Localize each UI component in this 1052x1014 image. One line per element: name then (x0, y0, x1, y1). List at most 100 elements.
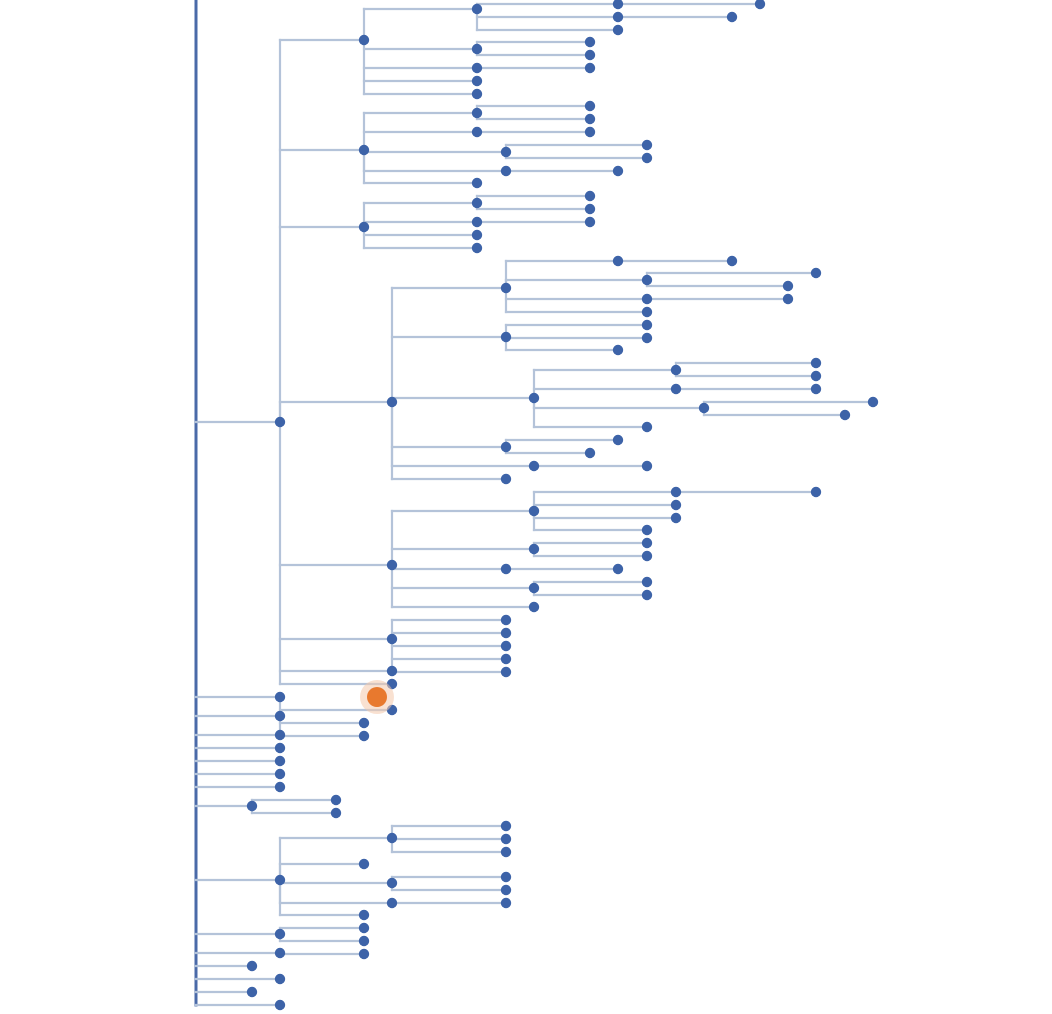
tree-node[interactable] (386, 877, 398, 889)
tree-node[interactable] (246, 960, 258, 972)
tree-node[interactable] (274, 755, 286, 767)
tree-node[interactable] (754, 0, 766, 10)
tree-node[interactable] (612, 563, 624, 575)
tree-node[interactable] (500, 640, 512, 652)
tree-node[interactable] (330, 807, 342, 819)
tree-node[interactable] (584, 447, 596, 459)
tree-node[interactable] (471, 107, 483, 119)
tree-node[interactable] (246, 800, 258, 812)
tree-node[interactable] (612, 24, 624, 36)
tree-node[interactable] (584, 203, 596, 215)
tree-node[interactable] (726, 255, 738, 267)
tree-node[interactable] (641, 537, 653, 549)
tree-node[interactable] (810, 267, 822, 279)
tree-node[interactable] (471, 126, 483, 138)
tree-node[interactable] (500, 653, 512, 665)
tree-node[interactable] (500, 820, 512, 832)
tree-node[interactable] (500, 897, 512, 909)
tree-node[interactable] (641, 293, 653, 305)
tree-node[interactable] (810, 357, 822, 369)
tree-node[interactable] (500, 473, 512, 485)
tree-node[interactable] (612, 344, 624, 356)
tree-node[interactable] (528, 543, 540, 555)
tree-node[interactable] (358, 221, 370, 233)
tree-node[interactable] (528, 601, 540, 613)
tree-node[interactable] (641, 524, 653, 536)
tree-node[interactable] (471, 229, 483, 241)
tree-node[interactable] (386, 396, 398, 408)
tree-node[interactable] (641, 319, 653, 331)
tree-node[interactable] (698, 402, 710, 414)
tree-node[interactable] (500, 666, 512, 678)
tree-node[interactable] (500, 884, 512, 896)
tree-node[interactable] (386, 832, 398, 844)
tree-node[interactable] (274, 999, 286, 1011)
tree-node[interactable] (670, 499, 682, 511)
tree-node[interactable] (471, 3, 483, 15)
tree-node[interactable] (867, 396, 879, 408)
tree-node[interactable] (471, 62, 483, 74)
tree-node[interactable] (726, 11, 738, 23)
tree-node[interactable] (670, 364, 682, 376)
tree-node[interactable] (274, 742, 286, 754)
tree-node[interactable] (641, 152, 653, 164)
tree-node[interactable] (641, 460, 653, 472)
tree-node[interactable] (528, 392, 540, 404)
tree-node[interactable] (471, 75, 483, 87)
tree-node[interactable] (274, 973, 286, 985)
tree-node[interactable] (274, 781, 286, 793)
tree-node[interactable] (274, 768, 286, 780)
tree-node[interactable] (500, 871, 512, 883)
tree-node[interactable] (471, 43, 483, 55)
tree-node[interactable] (386, 559, 398, 571)
tree-node[interactable] (584, 126, 596, 138)
tree-node[interactable] (500, 165, 512, 177)
tree-node[interactable] (500, 282, 512, 294)
tree-node[interactable] (471, 177, 483, 189)
tree-node[interactable] (274, 874, 286, 886)
tree-node[interactable] (500, 846, 512, 858)
tree-node[interactable] (670, 383, 682, 395)
tree-node[interactable] (358, 717, 370, 729)
tree-node[interactable] (810, 370, 822, 382)
tree-node[interactable] (584, 216, 596, 228)
tree-node[interactable] (670, 486, 682, 498)
tree-node[interactable] (500, 331, 512, 343)
tree-node[interactable] (471, 242, 483, 254)
tree-node[interactable] (358, 34, 370, 46)
highlighted-node[interactable] (367, 687, 387, 707)
tree-node[interactable] (330, 794, 342, 806)
tree-node[interactable] (782, 293, 794, 305)
tree-node[interactable] (471, 197, 483, 209)
tree-node[interactable] (358, 858, 370, 870)
tree-node[interactable] (612, 11, 624, 23)
tree-node[interactable] (386, 633, 398, 645)
tree-node[interactable] (641, 550, 653, 562)
tree-node[interactable] (274, 928, 286, 940)
tree-node[interactable] (528, 582, 540, 594)
tree-node[interactable] (500, 563, 512, 575)
tree-node[interactable] (810, 383, 822, 395)
tree-node[interactable] (641, 332, 653, 344)
tree-node[interactable] (274, 710, 286, 722)
tree-node[interactable] (500, 833, 512, 845)
tree-node[interactable] (358, 909, 370, 921)
tree-node[interactable] (670, 512, 682, 524)
tree-node[interactable] (528, 505, 540, 517)
tree-node[interactable] (584, 190, 596, 202)
tree-node[interactable] (386, 665, 398, 677)
tree-node[interactable] (528, 460, 540, 472)
tree-node[interactable] (246, 986, 258, 998)
tree-node[interactable] (612, 0, 624, 10)
tree-node[interactable] (500, 627, 512, 639)
tree-node[interactable] (500, 441, 512, 453)
tree-node[interactable] (584, 36, 596, 48)
tree-node[interactable] (839, 409, 851, 421)
tree-node[interactable] (274, 729, 286, 741)
tree-node[interactable] (358, 144, 370, 156)
tree-node[interactable] (782, 280, 794, 292)
tree-node[interactable] (641, 576, 653, 588)
tree-node[interactable] (471, 216, 483, 228)
tree-node[interactable] (274, 416, 286, 428)
tree-node[interactable] (612, 165, 624, 177)
